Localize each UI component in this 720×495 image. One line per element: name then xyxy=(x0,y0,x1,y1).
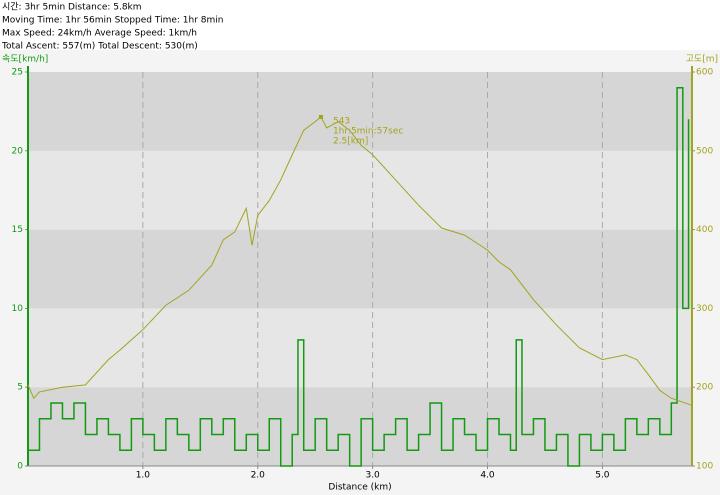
x-axis-label: Distance (km) xyxy=(328,483,391,493)
annotation-text: 543 xyxy=(333,116,350,126)
header-line: Max Speed: 24km/h Average Speed: 1km/h xyxy=(2,29,197,39)
x-tick-label: 3.0 xyxy=(365,471,380,481)
band xyxy=(28,387,692,466)
y2-tick-label: 600 xyxy=(696,68,713,78)
band xyxy=(28,72,692,151)
x-tick-label: 1.0 xyxy=(136,471,151,481)
header-line: Moving Time: 1hr 56min Stopped Time: 1hr… xyxy=(2,16,223,26)
band xyxy=(28,308,692,388)
y2-tick-label: 200 xyxy=(696,383,713,393)
y-tick-label: 20 xyxy=(12,146,24,156)
x-tick-label: 4.0 xyxy=(480,471,495,481)
y2-tick-label: 300 xyxy=(696,304,713,314)
header-line: 시간: 3hr 5min Distance: 5.8km xyxy=(2,2,142,13)
y-tick-label: 5 xyxy=(17,383,23,393)
y2-tick-label: 500 xyxy=(696,146,713,156)
header-line: Total Ascent: 557(m) Total Descent: 530(… xyxy=(1,42,198,52)
y-tick-label: 15 xyxy=(12,225,23,235)
series-line xyxy=(28,87,690,467)
header-background xyxy=(0,0,720,50)
band xyxy=(28,150,692,230)
x-tick-label: 2.0 xyxy=(251,471,266,481)
series-line xyxy=(27,116,693,406)
y-axis-label: 속도[km/h] xyxy=(2,54,48,65)
band xyxy=(28,229,692,309)
y2-axis-label: 고도[m] xyxy=(686,55,718,65)
y2-tick-label: 100 xyxy=(696,462,713,472)
y-tick-label: 0 xyxy=(17,462,23,472)
annotation-text: 2.5[km] xyxy=(333,136,368,146)
y-tick-label: 10 xyxy=(12,304,24,314)
y-tick-label: 25 xyxy=(12,68,23,78)
y2-tick-label: 400 xyxy=(696,225,713,235)
annotation-marker xyxy=(318,114,323,119)
annotation-text: 1hr:5min:57sec xyxy=(333,126,403,136)
x-tick-label: 5.0 xyxy=(595,471,610,481)
